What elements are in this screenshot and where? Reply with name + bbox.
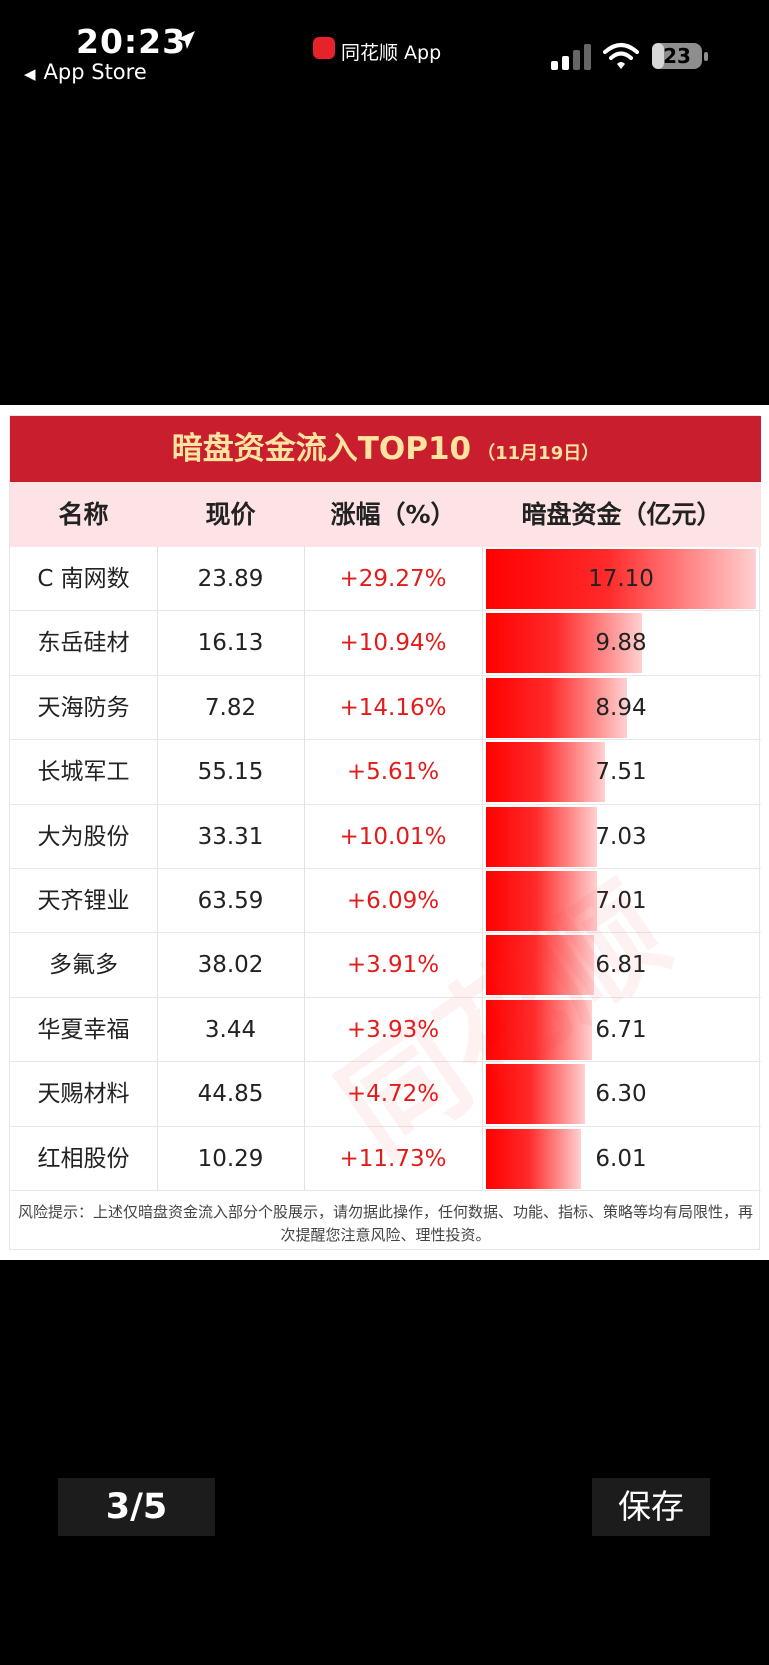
flow-bar: [486, 806, 597, 867]
stock-name: 多氟多: [49, 952, 118, 979]
flow-bar: [486, 742, 605, 803]
table-title: 暗盘资金流入TOP10: [171, 431, 472, 467]
stock-price: 38.02: [197, 952, 264, 979]
back-to-app-store-link[interactable]: ◀ App Store: [24, 60, 147, 84]
wifi-icon: [603, 43, 639, 69]
stock-name: 华夏幸福: [37, 1016, 130, 1043]
stock-name: 天海防务: [37, 694, 130, 721]
back-triangle-icon: ◀: [24, 65, 36, 83]
back-label: App Store: [43, 60, 147, 84]
stock-price: 33.31: [197, 823, 264, 850]
flow-value: 6.30: [595, 1081, 647, 1108]
image-card: 暗盘资金流入TOP10 （11月19日） 名称 现价 涨幅（%） 暗盘资金（亿元）…: [0, 405, 769, 1260]
flow-value: 6.71: [595, 1016, 647, 1043]
table-title-bar: 暗盘资金流入TOP10 （11月19日）: [10, 416, 761, 482]
stock-change: +5.61%: [346, 759, 440, 786]
stock-price: 63.59: [197, 887, 264, 914]
flow-bar: [486, 935, 594, 996]
stock-change: +29.27%: [339, 566, 447, 592]
stock-price: 10.29: [197, 1145, 264, 1172]
stock-change: +11.73%: [339, 1145, 447, 1172]
flow-bar: [486, 999, 592, 1060]
page-indicator: 3/5: [58, 1478, 215, 1536]
table-row: 天海防务 7.82 +14.16% 8.94: [10, 676, 761, 741]
table-row: 多氟多 38.02 +3.91% 6.81: [10, 933, 761, 998]
flow-bar: [486, 677, 628, 738]
table-row: 红相股份 10.29 +11.73% 6.01: [10, 1127, 761, 1191]
flow-value: 17.10: [588, 566, 654, 592]
stock-name: 红相股份: [37, 1145, 130, 1172]
top10-table-panel: 暗盘资金流入TOP10 （11月19日） 名称 现价 涨幅（%） 暗盘资金（亿元）…: [9, 415, 761, 1250]
stock-name: 天齐锂业: [37, 887, 130, 914]
stock-name: 长城军工: [37, 759, 130, 786]
battery-tip: [704, 52, 708, 61]
table-row: 大为股份 33.31 +10.01% 7.03: [10, 805, 761, 869]
stock-change: +10.01%: [339, 823, 447, 850]
flow-value: 6.01: [595, 1145, 647, 1172]
header-dark-pool-flow: 暗盘资金（亿元）: [521, 500, 722, 529]
table-body: C 南网数 23.89 +29.27% 17.10 东岳硅材 16.13 +10.94% 9.…: [10, 547, 761, 1191]
location-arrow-icon: [177, 31, 195, 49]
column-divider: [482, 547, 483, 1191]
stock-change: +3.91%: [346, 952, 440, 979]
column-divider: [304, 547, 305, 1191]
flow-value: 8.94: [595, 694, 647, 721]
stock-price: 16.13: [197, 630, 264, 657]
stock-price: 55.15: [197, 759, 264, 786]
risk-disclaimer: 风险提示：上述仅暗盘资金流入部分个股展示，请勿据此操作，任何数据、功能、指标、策…: [18, 1203, 754, 1244]
flow-bar: [486, 613, 642, 674]
flow-bar: [486, 1064, 586, 1125]
table-row: C 南网数 23.89 +29.27% 17.10: [10, 547, 761, 612]
flow-bar: [486, 870, 597, 931]
table-row: 天赐材料 44.85 +4.72% 6.30: [10, 1062, 761, 1127]
stock-name: 大为股份: [37, 823, 130, 850]
status-bar: 20:23 ◀ App Store 同花顺 App 23: [0, 0, 769, 100]
stock-change: +14.16%: [339, 694, 447, 721]
flow-value: 9.88: [595, 630, 647, 657]
table-row: 天齐锂业 63.59 +6.09% 7.01: [10, 869, 761, 934]
stock-name: 天赐材料: [37, 1081, 130, 1108]
table-title-date: （11月19日）: [477, 443, 600, 464]
stock-price: 44.85: [197, 1081, 264, 1108]
flow-value: 7.51: [595, 759, 647, 786]
flow-value: 7.01: [595, 887, 647, 914]
stock-name: C 南网数: [37, 566, 130, 592]
table-row: 东岳硅材 16.13 +10.94% 9.88: [10, 611, 761, 676]
table-row: 长城军工 55.15 +5.61% 7.51: [10, 740, 761, 805]
stock-price: 3.44: [204, 1016, 257, 1043]
table-header-row: 名称 现价 涨幅（%） 暗盘资金（亿元）: [10, 482, 761, 547]
app-logo-icon: [313, 37, 335, 59]
app-name: 同花顺 App: [341, 42, 442, 64]
stock-change: +3.93%: [346, 1016, 440, 1043]
header-change: 涨幅（%）: [330, 500, 456, 529]
stock-change: +6.09%: [346, 887, 440, 914]
clock: 20:23: [76, 22, 187, 61]
battery-icon: 23: [652, 43, 702, 69]
save-button[interactable]: 保存: [592, 1478, 710, 1536]
table-row: 华夏幸福 3.44 +3.93% 6.71: [10, 998, 761, 1063]
cellular-signal-icon: [551, 44, 591, 70]
battery-level: 23: [663, 44, 691, 68]
stock-price: 7.82: [204, 694, 257, 721]
header-price: 现价: [205, 500, 256, 529]
flow-bar: [486, 1128, 581, 1189]
flow-bar: [486, 549, 756, 609]
stock-change: +4.72%: [346, 1081, 440, 1108]
flow-value: 6.81: [595, 952, 647, 979]
stock-change: +10.94%: [339, 630, 447, 657]
column-divider: [157, 547, 158, 1191]
stock-price: 23.89: [197, 566, 264, 592]
stock-name: 东岳硅材: [37, 630, 130, 657]
header-name: 名称: [58, 500, 109, 529]
flow-value: 7.03: [595, 823, 647, 850]
